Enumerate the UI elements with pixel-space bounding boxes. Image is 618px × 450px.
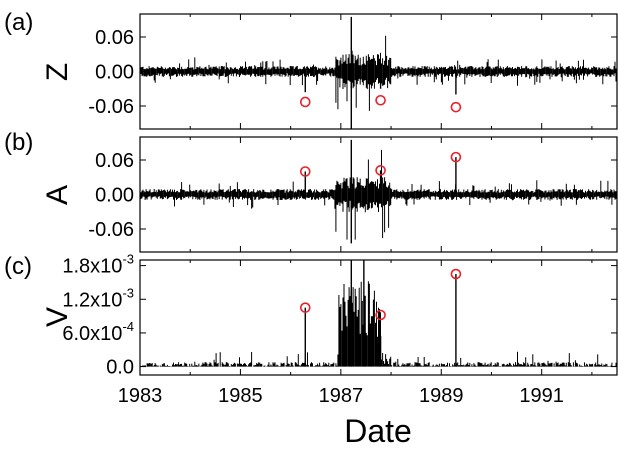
panel-b-signal bbox=[140, 150, 617, 240]
panel-b-label: (b) bbox=[4, 129, 33, 156]
panel-c-signal bbox=[140, 281, 617, 366]
panel-a-highlight-marker bbox=[376, 96, 385, 105]
x-tick-label: 1989 bbox=[419, 385, 464, 407]
x-axis-ticks: 1983 1985 1987 1989 1991 bbox=[118, 385, 564, 407]
x-axis-title: Date bbox=[344, 413, 412, 449]
panel-a-label: (a) bbox=[4, 9, 33, 36]
panel-c-ytick-label: 1.2x10-3 bbox=[62, 285, 134, 311]
panel-b: (b) A 0.06 0.00 -0.06 bbox=[4, 129, 617, 252]
panel-b-ylabel: A bbox=[41, 185, 74, 205]
panel-a-ytick-label: -0.06 bbox=[88, 96, 134, 118]
panel-a-highlight-marker bbox=[451, 103, 460, 112]
panel-c-label: (c) bbox=[4, 253, 32, 280]
x-tick-label: 1983 bbox=[118, 385, 163, 407]
panel-c-ytick-label: 0.0 bbox=[106, 357, 134, 379]
panel-a: (a) Z 0.06 0.00 -0.06 bbox=[4, 9, 617, 129]
panel-c-ytick-label: 6.0x10-4 bbox=[62, 319, 134, 345]
panel-b-ytick-label: 0.00 bbox=[95, 185, 134, 207]
panel-a-highlight-marker bbox=[301, 97, 310, 106]
panel-a-signal bbox=[140, 36, 617, 111]
panel-a-ytick-label: 0.06 bbox=[95, 27, 134, 49]
panel-a-ytick-label: 0.00 bbox=[95, 62, 134, 84]
x-tick-label: 1991 bbox=[519, 385, 564, 407]
x-tick-label: 1987 bbox=[319, 385, 364, 407]
x-tick-label: 1985 bbox=[218, 385, 263, 407]
panel-a-ylabel: Z bbox=[41, 63, 74, 81]
panel-c: (c) V 1.8x10-31.2x10-36.0x10-40.0 bbox=[4, 252, 617, 379]
panel-c-ytick-label: 1.8x10-3 bbox=[62, 252, 134, 278]
panel-b-ytick-label: 0.06 bbox=[95, 150, 134, 172]
panel-b-ytick-label: -0.06 bbox=[88, 219, 134, 241]
